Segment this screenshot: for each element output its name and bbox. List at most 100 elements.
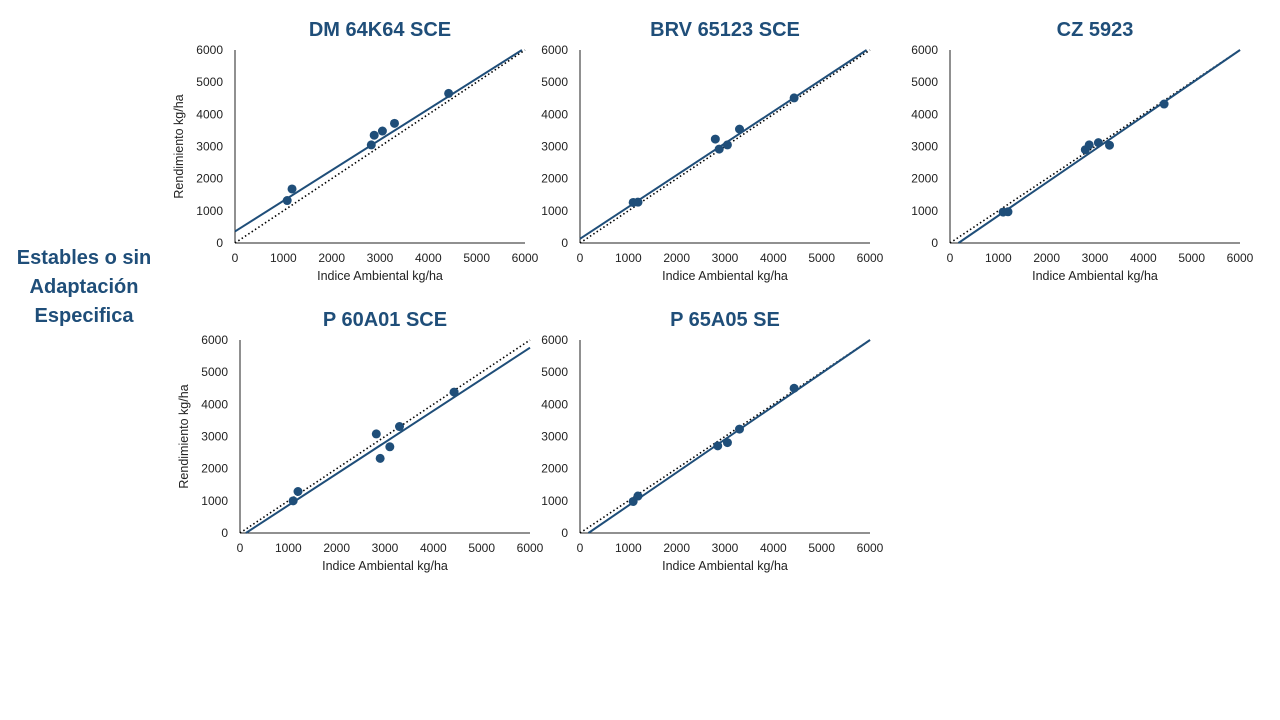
x-tick-label: 3000 (372, 541, 399, 555)
x-axis-label: Indice Ambiental kg/ha (322, 559, 448, 573)
x-axis-label: Indice Ambiental kg/ha (662, 559, 788, 573)
data-point (371, 429, 381, 439)
x-tick-label: 4000 (1130, 251, 1157, 265)
y-tick-label: 0 (221, 526, 228, 540)
data-point (710, 134, 720, 144)
scatter-chart: CZ 5923 0 1000 2000 3000 4000 5000 6000 0 1000 200… (911, 19, 1254, 283)
x-axis-label: Indice Ambiental kg/ha (1032, 269, 1158, 283)
regression-line (234, 49, 523, 233)
y-axis-label: Rendimiento kg/ha (177, 384, 191, 488)
x-tick-label: 5000 (468, 541, 495, 555)
y-tick-label: 1000 (201, 494, 228, 508)
data-point (366, 140, 376, 150)
y-tick-label: 2000 (541, 462, 568, 476)
x-tick-label: 5000 (808, 251, 835, 265)
y-tick-label: 6000 (541, 43, 568, 57)
data-point (714, 144, 724, 154)
data-point (1003, 207, 1013, 217)
x-tick-label: 6000 (512, 251, 539, 265)
x-tick-label: 6000 (1227, 251, 1254, 265)
data-point (633, 491, 643, 501)
x-tick-label: 4000 (420, 541, 447, 555)
scatter-chart: DM 64K64 SCE 0 1000 2000 3000 4000 5000 6000 0 10… (172, 19, 539, 283)
scatter-chart: P 65A05 SE 0 1000 2000 3000 4000 5000 6000 0 1000… (541, 309, 884, 573)
data-point (735, 124, 744, 134)
x-tick-label: 1000 (270, 251, 297, 265)
chart-panel-cz-5923: CZ 5923 0 1000 2000 3000 4000 5000 6000 0 1000 200… (875, 10, 1265, 310)
x-tick-label: 1000 (985, 251, 1012, 265)
y-tick-label: 5000 (201, 365, 228, 379)
data-point (369, 130, 379, 140)
chart-title: DM 64K64 SCE (309, 19, 451, 41)
x-tick-label: 0 (947, 251, 954, 265)
data-point (444, 88, 454, 98)
data-point (789, 93, 799, 103)
y-tick-label: 2000 (201, 462, 228, 476)
x-tick-label: 2000 (663, 251, 690, 265)
y-tick-label: 5000 (911, 75, 938, 89)
y-tick-label: 1000 (911, 204, 938, 218)
x-tick-label: 5000 (808, 541, 835, 555)
data-point (722, 140, 732, 150)
data-point (390, 118, 399, 128)
y-axis-label: Rendimiento kg/ha (172, 94, 186, 198)
y-tick-label: 3000 (911, 140, 938, 154)
y-tick-label: 4000 (201, 397, 228, 411)
y-tick-label: 0 (931, 236, 938, 250)
scatter-chart: P 60A01 SCE 0 1000 2000 3000 4000 5000 6000 0 100… (177, 309, 544, 573)
x-tick-label: 0 (577, 541, 584, 555)
data-point (287, 184, 297, 194)
data-point (789, 383, 799, 393)
x-tick-label: 6000 (517, 541, 544, 555)
x-tick-label: 3000 (1082, 251, 1109, 265)
y-tick-label: 6000 (201, 333, 228, 347)
x-axis-label: Indice Ambiental kg/ha (662, 269, 788, 283)
data-point (1105, 140, 1114, 150)
data-point (633, 197, 643, 207)
chart-panel-brv-65123-sce: BRV 65123 SCE 0 1000 2000 3000 4000 5000 6000 0 1… (505, 10, 895, 310)
reference-line (234, 49, 526, 244)
data-point (288, 496, 298, 506)
x-tick-label: 5000 (1178, 251, 1205, 265)
y-tick-label: 5000 (196, 75, 223, 89)
group-label-line-1: Estables o sin (16, 247, 152, 269)
x-tick-label: 2000 (318, 251, 345, 265)
chart-title: P 60A01 SCE (323, 309, 447, 331)
y-tick-label: 6000 (911, 43, 938, 57)
y-tick-label: 5000 (541, 365, 568, 379)
data-point (395, 422, 404, 432)
y-tick-label: 6000 (541, 333, 568, 347)
data-point (449, 387, 459, 397)
chart-title: P 65A05 SE (670, 309, 780, 331)
x-tick-label: 6000 (857, 541, 884, 555)
chart-panel-p-60a01-sce: P 60A01 SCE 0 1000 2000 3000 4000 5000 6000 0 100… (165, 300, 555, 600)
y-tick-label: 6000 (196, 43, 223, 57)
x-tick-label: 1000 (615, 251, 642, 265)
data-point (375, 453, 385, 463)
y-tick-label: 3000 (196, 140, 223, 154)
reference-line (239, 339, 531, 534)
x-tick-label: 0 (232, 251, 239, 265)
scatter-chart: BRV 65123 SCE 0 1000 2000 3000 4000 5000 6000 0 1… (541, 19, 884, 283)
x-axis-label: Indice Ambiental kg/ha (317, 269, 443, 283)
y-tick-label: 3000 (541, 430, 568, 444)
y-tick-label: 4000 (196, 107, 223, 121)
y-tick-label: 4000 (911, 107, 938, 121)
x-tick-label: 4000 (760, 541, 787, 555)
x-tick-label: 3000 (712, 541, 739, 555)
data-point (713, 441, 723, 451)
x-tick-label: 3000 (367, 251, 394, 265)
x-tick-label: 5000 (463, 251, 490, 265)
y-tick-label: 1000 (196, 204, 223, 218)
x-tick-label: 1000 (615, 541, 642, 555)
y-tick-label: 5000 (541, 75, 568, 89)
x-tick-label: 0 (577, 251, 584, 265)
x-tick-label: 6000 (857, 251, 884, 265)
chart-title: BRV 65123 SCE (650, 19, 800, 41)
group-label-line-2: Adaptación (29, 276, 139, 298)
chart-title: CZ 5923 (1057, 19, 1134, 41)
y-tick-label: 2000 (196, 172, 223, 186)
data-point (1159, 99, 1169, 109)
y-tick-label: 0 (561, 526, 568, 540)
y-tick-label: 0 (561, 236, 568, 250)
